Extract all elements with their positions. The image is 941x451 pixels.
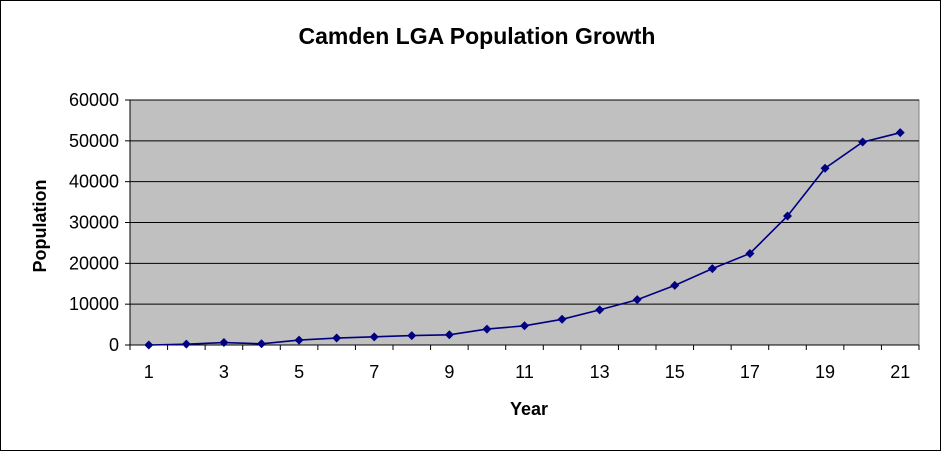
x-tick-label: 5 [294,362,304,382]
data-point-year-8 [407,331,417,341]
data-point-year-2 [181,339,191,349]
data-point-year-15 [670,280,680,290]
data-point-year-6 [332,333,342,343]
data-point-year-14 [632,295,642,305]
x-tick-label: 9 [444,362,454,382]
y-axis-title: Population [30,180,50,273]
data-point-year-12 [557,314,567,324]
x-tick-label: 15 [665,362,685,382]
y-tick-label: 20000 [69,253,119,273]
x-tick-label: 1 [144,362,154,382]
data-point-year-11 [520,321,529,331]
data-point-year-5 [294,335,304,345]
y-axis-ticks: 0 10000 20000 30000 40000 50000 60000 [69,90,130,355]
y-tick-label: 30000 [69,213,119,233]
x-tick-label: 13 [590,362,610,382]
x-tick-label: 21 [890,362,910,382]
data-point-year-19 [820,163,830,173]
data-markers [144,128,905,350]
data-point-year-21 [895,128,905,138]
data-point-year-3 [219,338,229,348]
x-tick-label: 11 [515,362,534,382]
x-tick-label: 3 [219,362,229,382]
chart-title: Camden LGA Population Growth [299,23,656,49]
x-tick-label: 7 [369,362,379,382]
data-point-year-7 [369,332,379,342]
data-point-year-9 [444,330,454,340]
y-tick-label: 50000 [69,131,119,151]
data-point-year-16 [707,264,717,274]
x-axis-title: Year [510,399,548,419]
grid-lines [130,99,919,305]
data-point-year-10 [482,324,492,334]
y-tick-label: 40000 [69,172,119,192]
data-point-year-17 [745,249,755,259]
x-tick-label: 19 [815,362,835,382]
x-axis-ticks: 1 3 5 7 9 11 13 15 17 19 21 [129,345,920,382]
data-point-year-20 [858,137,868,147]
y-tick-label: 0 [109,335,119,355]
data-point-year-13 [595,305,605,315]
data-point-year-18 [783,211,792,221]
data-point-year-1 [144,340,154,350]
x-tick-label: 17 [740,362,760,382]
y-tick-label: 60000 [69,90,119,110]
y-tick-label: 10000 [69,294,119,314]
data-point-year-4 [257,339,266,349]
